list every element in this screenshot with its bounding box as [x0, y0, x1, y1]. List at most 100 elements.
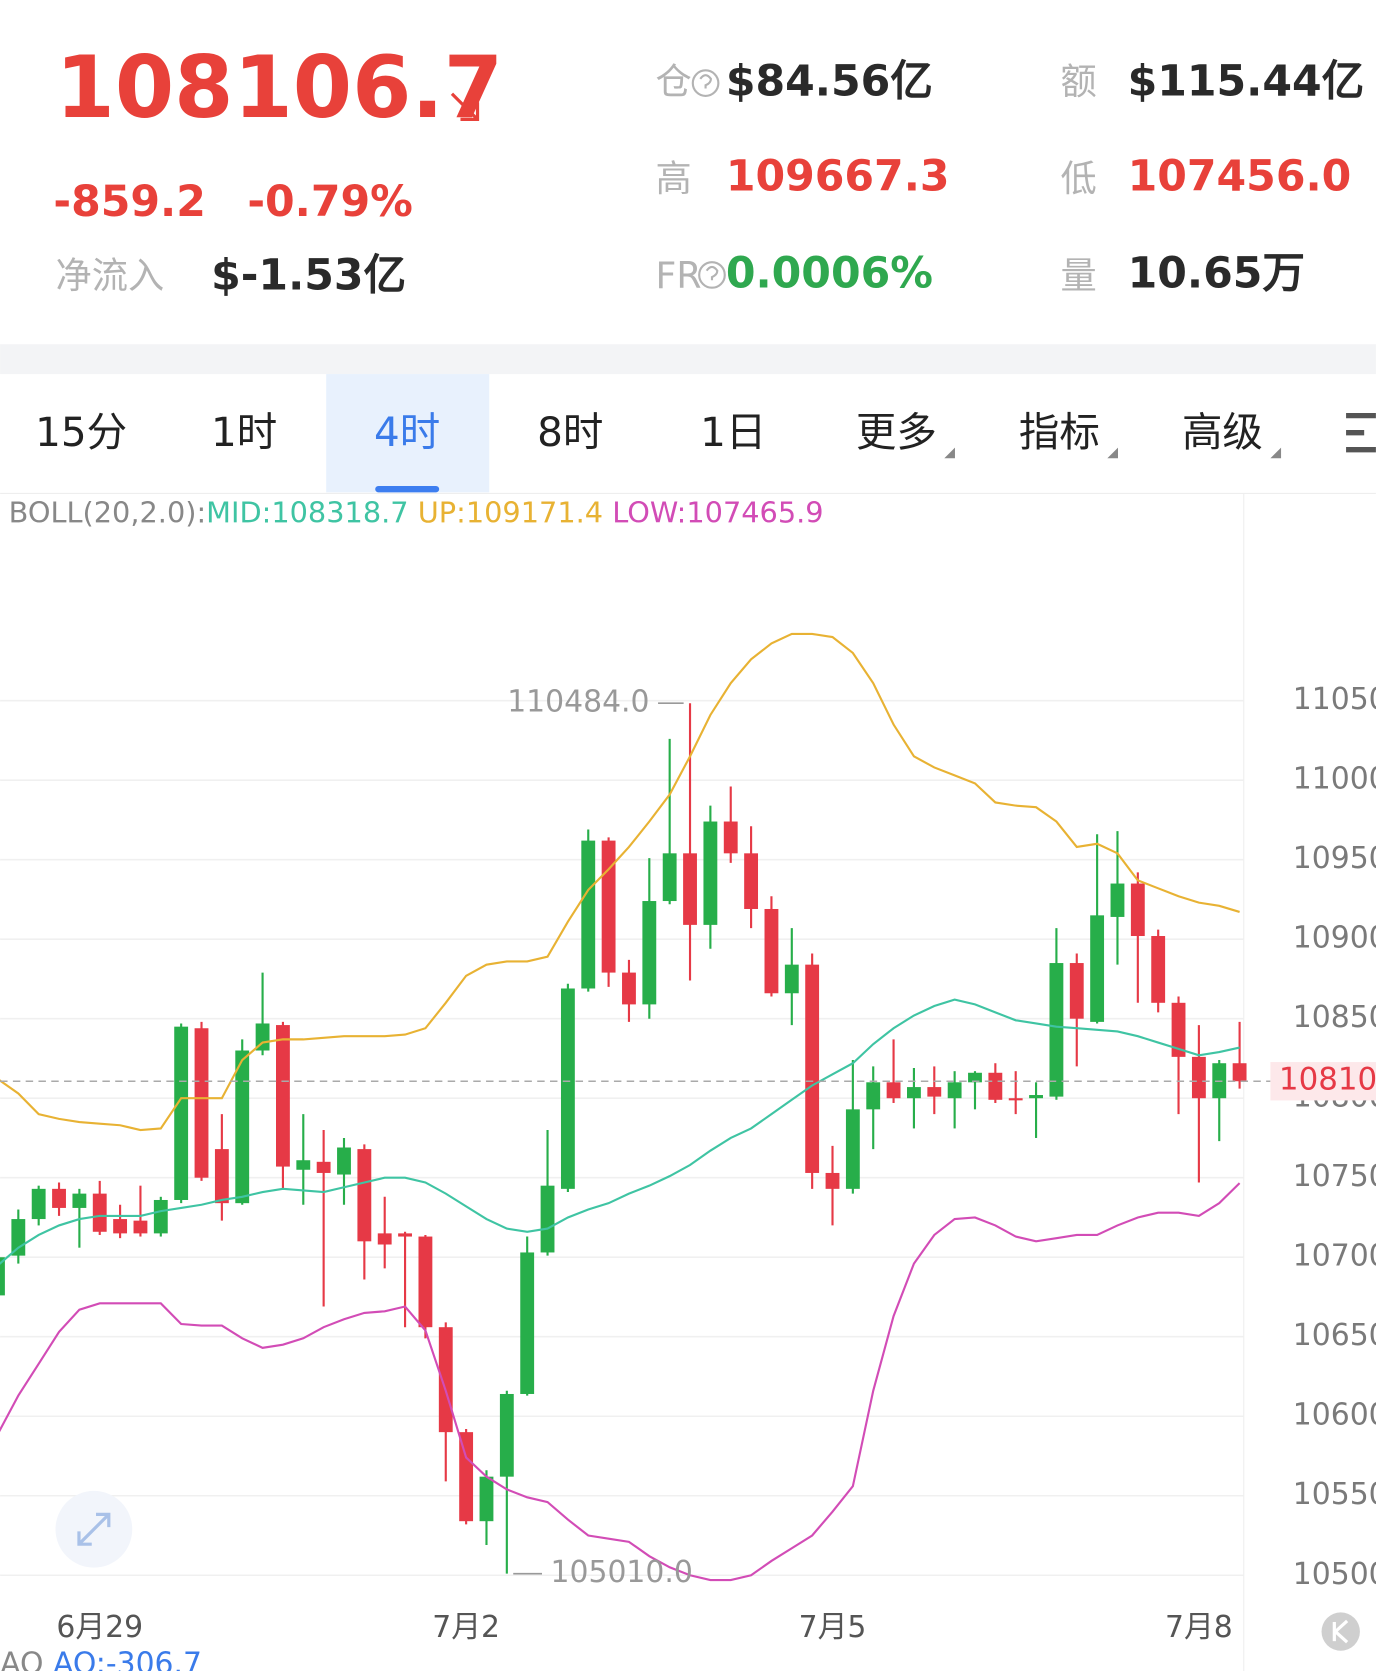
tab-highlight [326, 374, 490, 493]
candle-body [337, 1147, 351, 1175]
candle-body [499, 1393, 514, 1477]
zoom-button[interactable] [55, 1490, 133, 1568]
sub-indicator-value: AO:-306.7 [53, 1646, 202, 1671]
candle-body [988, 1072, 1003, 1100]
candle-body [479, 1476, 494, 1522]
min-label: 105010.0 [551, 1555, 693, 1590]
stat-label: 高 [655, 157, 691, 200]
stat-value: $115.44亿 [1128, 57, 1365, 107]
candle-body [113, 1219, 128, 1234]
candle-body [418, 1236, 433, 1328]
x-tick-label: 7月8 [1165, 1610, 1233, 1645]
tab[interactable]: 1日 [700, 408, 766, 456]
indicator-label: BOLL(20,2.0): [9, 496, 207, 530]
stat-value: 10.65万 [1128, 249, 1305, 299]
y-tick-label: 106500 [1293, 1318, 1376, 1353]
tab-underline [375, 485, 440, 493]
candle-body [0, 1257, 5, 1296]
last-price-label: 108106.7 [1279, 1062, 1376, 1098]
help-icon[interactable] [691, 69, 720, 97]
stat-label: FR [655, 254, 701, 297]
kline-button[interactable] [1321, 1612, 1360, 1651]
candle-body [214, 1149, 229, 1204]
candle-body [622, 972, 636, 1005]
candle-body [1069, 963, 1084, 1019]
help-icon[interactable] [698, 261, 726, 289]
y-tick-label: 107500 [1293, 1159, 1376, 1194]
tab[interactable]: 4时 [374, 408, 440, 456]
boll-line [0, 998, 1240, 1265]
tab[interactable]: 1时 [211, 408, 277, 456]
candle-body [1049, 963, 1064, 1097]
tab[interactable]: 高级 [1182, 408, 1263, 456]
dropdown-caret [1107, 447, 1119, 459]
down-arrow [450, 92, 480, 121]
candle-body [744, 853, 759, 909]
indicator-legend: BOLL(20,2.0):MID:108318.7 UP:109171.4 LO… [9, 496, 824, 530]
candle-body [968, 1072, 982, 1083]
legend-entry: UP:109171.4 [418, 496, 603, 530]
candle-body [377, 1233, 392, 1245]
candle-body [276, 1025, 290, 1167]
separator [0, 344, 1376, 375]
candle-body [1008, 1098, 1023, 1101]
candle-body [316, 1161, 331, 1173]
y-tick-label: 105500 [1293, 1477, 1376, 1512]
stat-label: 仓 [655, 60, 691, 103]
candle-body [723, 821, 738, 854]
candle-body [398, 1233, 412, 1237]
candle-body [174, 1026, 189, 1200]
boll-line [0, 632, 1240, 1132]
sub-indicator-name: AO [0, 1646, 43, 1671]
candle-body [947, 1082, 962, 1099]
candle-body [92, 1193, 107, 1232]
stat-label: 量 [1060, 254, 1096, 297]
stat-value: 109667.3 [726, 152, 950, 202]
sub-indicator: AO AO:-306.7 [0, 1646, 202, 1671]
y-tick-label: 106000 [1293, 1398, 1376, 1433]
tab[interactable]: 指标 [1019, 408, 1100, 456]
change: -859.2 [53, 177, 205, 227]
plot: 1050001055001060001065001070001075001080… [0, 632, 1376, 1645]
candle-body [683, 853, 697, 925]
tab[interactable]: 8时 [537, 408, 603, 456]
y-tick-label: 107000 [1293, 1239, 1376, 1274]
net-inflow-label: 净流入 [56, 254, 165, 297]
candle-body [520, 1252, 535, 1394]
candle-body [1090, 915, 1105, 1022]
y-tick-label: 110500 [1293, 682, 1376, 717]
y-tick-label: 109000 [1293, 921, 1376, 956]
candle-body [906, 1087, 921, 1099]
candle-body [845, 1109, 860, 1189]
legend-entry: MID:108318.7 [206, 496, 408, 530]
candle-body [1029, 1095, 1043, 1099]
change-pct: -0.79% [247, 177, 413, 227]
candle-body [1232, 1063, 1247, 1082]
x-tick-label: 7月2 [432, 1610, 500, 1645]
x-tick-label: 6月29 [56, 1610, 143, 1645]
tab-bar: 15分 1时 4时 8时 1日 更多 指标 高级 [35, 374, 1282, 493]
candle-body [642, 901, 657, 1005]
stat-label: 低 [1060, 157, 1096, 200]
candle-body [255, 1023, 270, 1051]
candle-body [357, 1149, 372, 1242]
candle-body [1130, 883, 1145, 937]
tab[interactable]: 更多 [856, 408, 937, 456]
layout-icon[interactable] [1346, 412, 1376, 453]
candle-body [560, 988, 575, 1189]
stat-value: $84.56亿 [726, 57, 933, 107]
tab[interactable]: 15分 [35, 408, 127, 456]
y-tick-label: 110000 [1293, 762, 1376, 797]
candle-body [601, 840, 616, 973]
candle-body [52, 1188, 66, 1208]
candle-body [438, 1327, 453, 1433]
net-inflow: $-1.53亿 [211, 251, 406, 301]
y-tick-label: 109500 [1293, 841, 1376, 876]
candle-body [1151, 936, 1166, 1003]
candle-body [581, 840, 596, 989]
stat-value: 107456.0 [1128, 152, 1352, 202]
legend-entry: LOW:107465.9 [612, 496, 823, 530]
